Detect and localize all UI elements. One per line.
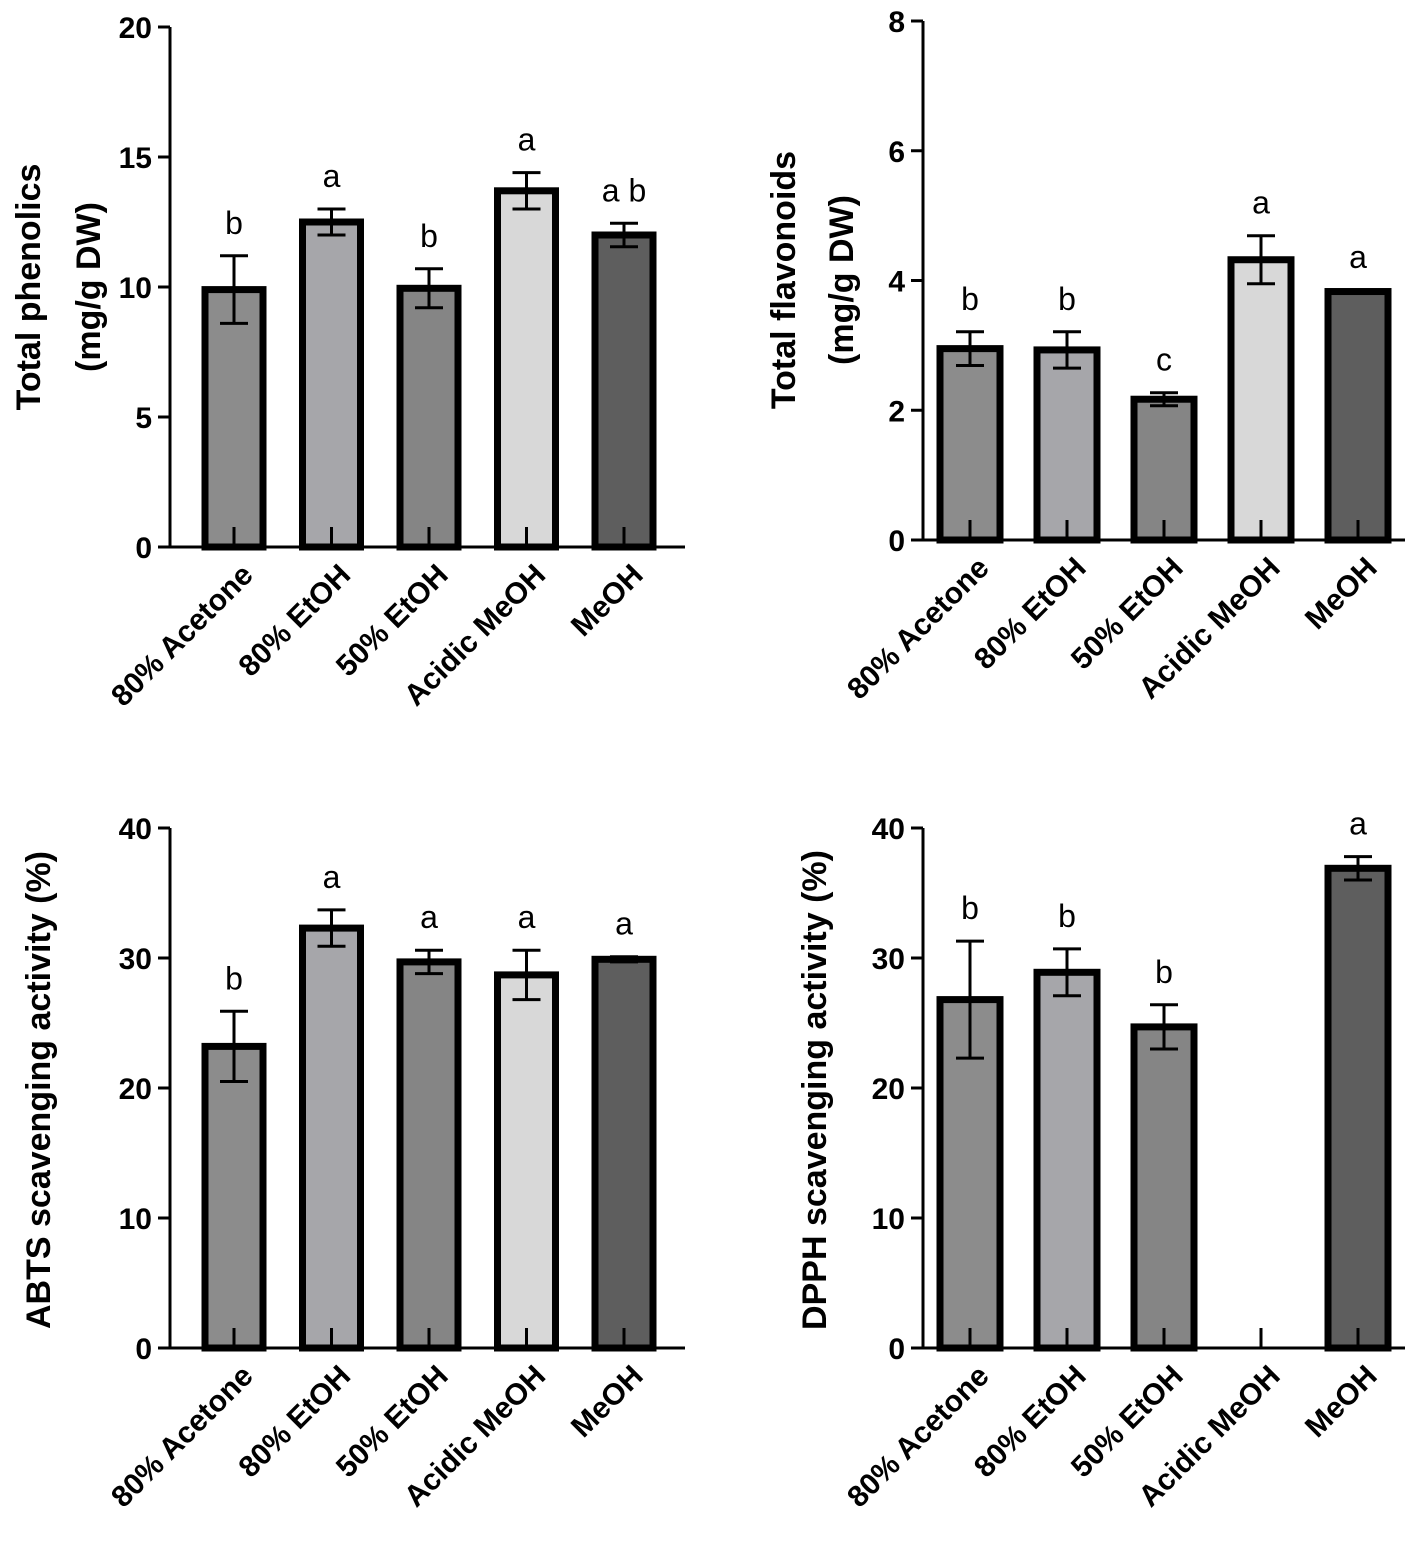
- bar-acidic-meoh: [1227, 256, 1295, 544]
- significance-label: a: [420, 899, 438, 935]
- bar-50-etoh: [396, 958, 462, 1352]
- y-tick-label: 40: [119, 813, 152, 846]
- y-axis-title: DPPH scavenging activity (%): [796, 850, 834, 1330]
- y-tick-label: 8: [888, 6, 905, 39]
- significance-label: a: [615, 906, 633, 942]
- y-axis-title: (mg/g DW): [70, 202, 108, 372]
- significance-label: b: [1058, 898, 1076, 934]
- bar-meoh: [591, 231, 657, 551]
- bar-80-etoh: [1033, 346, 1101, 544]
- bar-meoh: [591, 955, 657, 1352]
- y-tick-label: 10: [119, 272, 152, 305]
- category-label-80-acetone: 80% Acetone: [841, 1359, 996, 1514]
- y-tick-label: 30: [872, 943, 905, 976]
- bar-80-etoh: [299, 924, 364, 1352]
- category-label-meoh: MeOH: [1299, 551, 1384, 636]
- category-label-meoh: MeOH: [1299, 1359, 1384, 1444]
- bar-80-acetone: [201, 286, 267, 551]
- chart-panel-1: 0 5 10 15 20 Total phenolics (mg/g DW) b 80% Ace…: [10, 12, 685, 713]
- y-tick-label: 20: [872, 1073, 905, 1106]
- bar-50-etoh: [1130, 395, 1198, 544]
- category-label-meoh: MeOH: [565, 1359, 650, 1444]
- significance-label: a: [518, 122, 536, 158]
- y-tick-label: 20: [119, 12, 152, 45]
- significance-label: a: [1349, 806, 1367, 842]
- chart-panel-3: 0 10 20 30 40 ABTS scavenging activity (%) b 80…: [20, 813, 685, 1514]
- significance-label: b: [420, 218, 438, 254]
- significance-label: b: [961, 890, 979, 926]
- bar-50-etoh: [1130, 1023, 1198, 1352]
- significance-label: b: [961, 281, 979, 317]
- chart-panel-2: 0 2 4 6 8 Total flavonoids (mg/g DW) b 80% Aceto…: [765, 6, 1405, 706]
- y-tick-label: 6: [888, 136, 905, 169]
- y-axis-title: ABTS scavenging activity (%): [20, 851, 58, 1329]
- bar-80-acetone: [936, 345, 1004, 544]
- y-tick-label: 30: [119, 943, 152, 976]
- category-label-meoh: MeOH: [565, 558, 650, 643]
- chart-panel-4: 0 10 20 30 40 DPPH scavenging activity (%) b 80…: [796, 806, 1405, 1514]
- y-axis-title: Total flavonoids: [765, 151, 803, 409]
- category-label-80-acetone: 80% Acetone: [105, 558, 260, 713]
- category-label-80-acetone: 80% Acetone: [105, 1359, 260, 1514]
- y-tick-label: 0: [888, 525, 905, 558]
- bar-80-etoh: [299, 218, 364, 551]
- y-tick-label: 40: [872, 813, 905, 846]
- significance-label: c: [1156, 342, 1172, 378]
- significance-label: a: [518, 899, 536, 935]
- y-tick-label: 15: [119, 142, 152, 175]
- significance-label: b: [225, 960, 243, 996]
- y-tick-label: 20: [119, 1073, 152, 1106]
- significance-label: a: [323, 859, 341, 895]
- significance-label: b: [225, 205, 243, 241]
- y-axis-title: Total phenolics: [10, 164, 48, 411]
- bar-80-etoh: [1033, 968, 1101, 1352]
- significance-label: a: [323, 158, 341, 194]
- bar-50-etoh: [396, 284, 462, 551]
- bar-80-acetone: [201, 1042, 267, 1352]
- y-tick-label: 0: [135, 532, 152, 565]
- significance-label: b: [1155, 954, 1173, 990]
- significance-label: a: [1349, 239, 1367, 275]
- significance-label: a: [1252, 185, 1270, 221]
- y-axis-title: (mg/g DW): [823, 195, 861, 365]
- y-tick-label: 4: [888, 266, 905, 299]
- y-tick-label: 5: [135, 402, 152, 435]
- significance-label: b: [1058, 281, 1076, 317]
- significance-label: a b: [602, 172, 646, 208]
- y-tick-label: 0: [135, 1333, 152, 1366]
- bar-meoh: [1324, 288, 1392, 544]
- y-tick-label: 10: [872, 1203, 905, 1236]
- y-tick-label: 0: [888, 1333, 905, 1366]
- bar-acidic-meoh: [494, 187, 559, 551]
- y-tick-label: 10: [119, 1203, 152, 1236]
- bar-meoh: [1324, 864, 1392, 1352]
- bar-acidic-meoh: [494, 971, 559, 1352]
- y-tick-label: 2: [888, 395, 905, 428]
- category-label-80-acetone: 80% Acetone: [841, 551, 996, 706]
